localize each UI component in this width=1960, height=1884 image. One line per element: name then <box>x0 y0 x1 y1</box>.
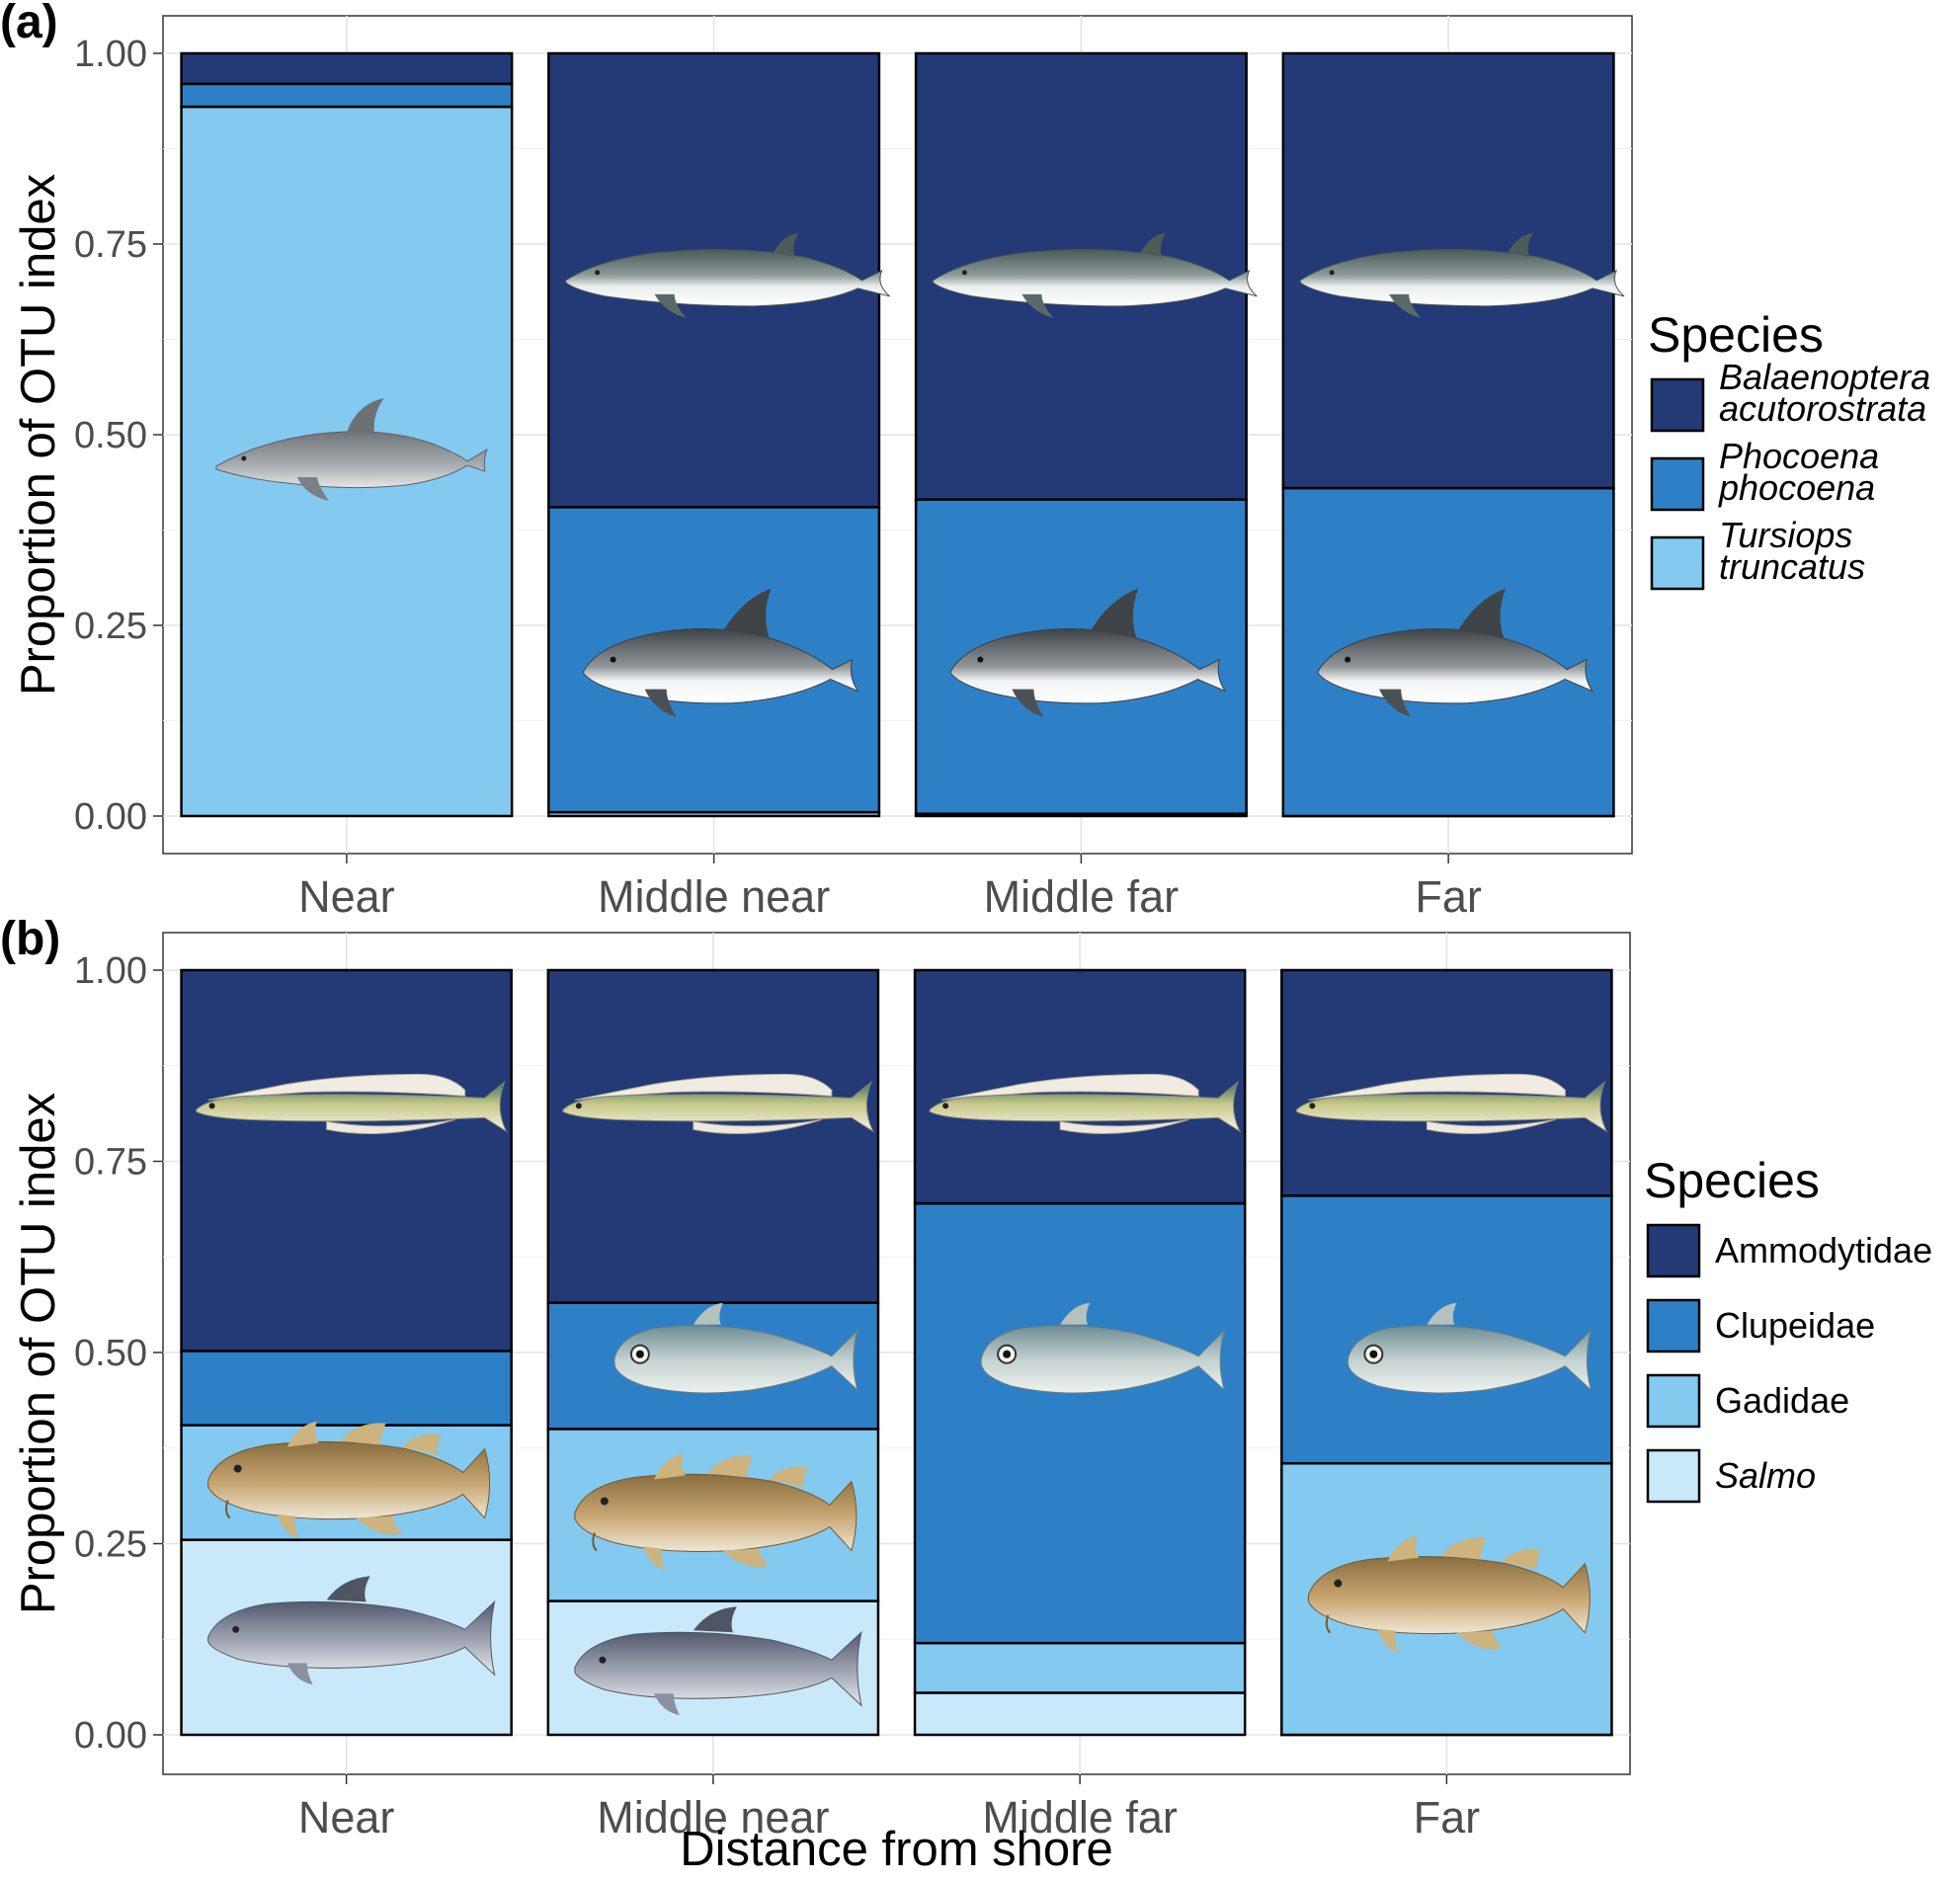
bar-segment <box>180 1350 513 1427</box>
harbour-porpoise-illustration <box>949 588 1227 717</box>
y-tick-label: 1.00 <box>74 34 147 75</box>
legend-swatch <box>1650 535 1705 591</box>
legend-title: Species <box>1644 1153 1820 1208</box>
bar-segment <box>913 1641 1247 1694</box>
bar-segment <box>546 968 880 1304</box>
herring-illustration <box>980 1302 1226 1394</box>
panel-b: 0.00 0.25 0.50 0.75 1.00 Near Middle near Middl… <box>0 913 1932 1876</box>
bar-segment <box>180 968 513 1352</box>
legend-label: Ammodytidae <box>1715 1230 1932 1270</box>
panel-label: (b) <box>0 913 60 965</box>
panel-a: 0.00 0.25 0.50 0.75 1.00 Near Middle near Middl… <box>0 0 1930 922</box>
sandeel-illustration <box>1295 1073 1608 1135</box>
legend-label: Salmo <box>1715 1455 1816 1496</box>
legend-label: truncatus <box>1719 546 1865 587</box>
cod-illustration <box>574 1453 858 1571</box>
herring-illustration <box>1347 1302 1592 1394</box>
sandeel-illustration <box>196 1073 508 1135</box>
y-tick-label: 1.00 <box>74 950 147 992</box>
x-tick-label: Near <box>298 1792 395 1843</box>
legend-title: Species <box>1648 307 1824 363</box>
cod-illustration <box>207 1421 491 1538</box>
y-axis-label: Proportion of OTU index <box>12 1093 65 1614</box>
x-tick-label: Far <box>1414 1792 1481 1843</box>
cod-illustration <box>1307 1535 1591 1653</box>
legend-label: Tursiops <box>1719 515 1852 555</box>
bar-segment <box>180 82 514 109</box>
bar-segment <box>180 51 514 86</box>
y-axis-label: Proportion of OTU index <box>12 174 65 696</box>
legend-label: Balaenoptera <box>1719 357 1930 397</box>
minke-whale-illustration <box>932 232 1258 318</box>
x-tick-label: Near <box>298 871 395 922</box>
legend-swatch <box>1646 1223 1701 1278</box>
legend-label: Phocoena <box>1719 436 1879 476</box>
y-tick-label: 0.00 <box>74 1715 147 1757</box>
legend-swatch <box>1646 1448 1701 1504</box>
legend-swatch <box>1646 1298 1701 1353</box>
minke-whale-illustration <box>1299 232 1625 318</box>
bar-segment <box>913 1691 1247 1737</box>
y-tick-label: 0.25 <box>74 606 147 647</box>
sandeel-illustration <box>929 1073 1242 1135</box>
harbour-porpoise-illustration <box>1317 588 1594 717</box>
legend-label: phocoena <box>1718 467 1875 508</box>
salmon-illustration <box>574 1606 862 1716</box>
harbour-porpoise-illustration <box>583 588 860 717</box>
x-tick-label: Middle near <box>598 871 830 922</box>
legend-label: Gadidae <box>1715 1380 1849 1421</box>
y-tick-label: 0.25 <box>74 1524 147 1566</box>
legend-label: Clupeidae <box>1715 1305 1875 1346</box>
y-tick-label: 0.75 <box>74 1142 147 1184</box>
x-tick-label: Middle near <box>597 1792 829 1843</box>
legend-swatch <box>1650 456 1705 512</box>
x-tick-label: Middle far <box>982 1792 1178 1843</box>
bottlenose-dolphin-illustration <box>215 398 488 502</box>
legend-label: acutorostrata <box>1719 388 1926 429</box>
legend-swatch <box>1650 377 1705 433</box>
y-tick-label: 0.50 <box>74 415 147 456</box>
y-tick-label: 0.00 <box>74 796 147 838</box>
panel-label: (a) <box>0 0 58 48</box>
herring-illustration <box>613 1302 858 1394</box>
legend-swatch <box>1646 1373 1701 1429</box>
legend: Species Ammodytidae Clupeidae Gadidae Salmo <box>1644 1153 1932 1504</box>
minke-whale-illustration <box>565 232 890 318</box>
y-tick-label: 0.75 <box>74 224 147 266</box>
sandeel-illustration <box>562 1073 875 1135</box>
species-illustrations <box>196 1073 1608 1716</box>
y-tick-label: 0.50 <box>74 1333 147 1374</box>
x-axis-label: Distance from shore <box>680 1823 1112 1876</box>
salmon-illustration <box>207 1576 496 1685</box>
species-illustrations <box>215 232 1625 717</box>
x-tick-label: Far <box>1415 871 1482 922</box>
bar-segment <box>913 1201 1247 1645</box>
x-tick-label: Middle far <box>984 871 1180 922</box>
